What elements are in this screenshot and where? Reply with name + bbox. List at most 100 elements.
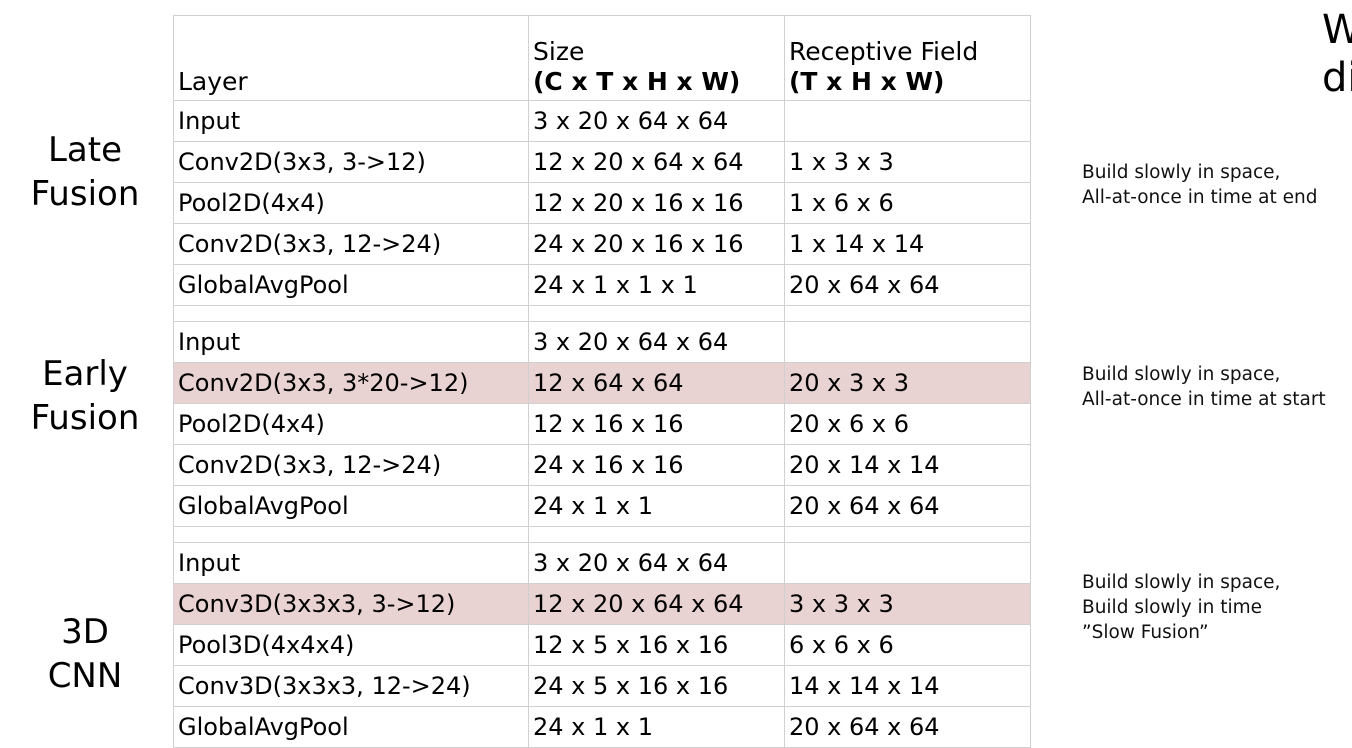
table-row: Input 3 x 20 x 64 x 64 bbox=[173, 321, 1031, 363]
separator-cell bbox=[528, 526, 785, 543]
note-3d-cnn: Build slowly in space, Build slowly in t… bbox=[1082, 570, 1280, 645]
size-cell: 12 x 64 x 64 bbox=[528, 362, 785, 404]
note-line: All-at-once in time at end bbox=[1082, 187, 1318, 208]
size-cell: 24 x 5 x 16 x 16 bbox=[528, 665, 785, 707]
layer-cell: GlobalAvgPool bbox=[173, 485, 529, 527]
layer-cell: Conv2D(3x3, 3*20->12) bbox=[173, 362, 529, 404]
note-line: All-at-once in time at start bbox=[1082, 389, 1326, 410]
header-size: Size (C x T x H x W) bbox=[528, 15, 785, 101]
table-row: Conv3D(3x3x3, 3->12) 12 x 20 x 64 x 64 3 x… bbox=[173, 583, 1031, 625]
slide-title-line: di bbox=[1322, 55, 1352, 101]
size-cell: 12 x 20 x 64 x 64 bbox=[528, 583, 785, 625]
layer-cell: Conv2D(3x3, 12->24) bbox=[173, 223, 529, 265]
layer-cell: Conv2D(3x3, 12->24) bbox=[173, 444, 529, 486]
header-receptive-field: Receptive Field (T x H x W) bbox=[784, 15, 1031, 101]
layer-cell: Conv2D(3x3, 3->12) bbox=[173, 141, 529, 183]
group-label-line: CNN bbox=[47, 656, 123, 696]
table-row: GlobalAvgPool 24 x 1 x 1 20 x 64 x 64 bbox=[173, 485, 1031, 527]
note-line: Build slowly in time bbox=[1082, 597, 1263, 618]
group-label-line: Fusion bbox=[30, 174, 140, 214]
header-size-dims: (C x T x H x W) bbox=[533, 67, 741, 96]
size-cell: 12 x 16 x 16 bbox=[528, 403, 785, 445]
receptive-field-cell bbox=[784, 321, 1031, 363]
group-label-line: Late bbox=[47, 130, 123, 170]
table-row: Conv3D(3x3x3, 12->24) 24 x 5 x 16 x 16 14 … bbox=[173, 665, 1031, 707]
layer-cell: Conv3D(3x3x3, 3->12) bbox=[173, 583, 529, 625]
receptive-field-cell bbox=[784, 100, 1031, 142]
layer-cell: GlobalAvgPool bbox=[173, 706, 529, 748]
table-row: Conv2D(3x3, 12->24) 24 x 16 x 16 20 x 14 x… bbox=[173, 444, 1031, 486]
table-row: Pool2D(4x4) 12 x 16 x 16 20 x 6 x 6 bbox=[173, 403, 1031, 445]
table-row: Conv2D(3x3, 3*20->12) 12 x 64 x 64 20 x 3 … bbox=[173, 362, 1031, 404]
size-cell: 24 x 1 x 1 bbox=[528, 706, 785, 748]
header-layer-label: Layer bbox=[178, 67, 248, 96]
group-label-3d-cnn: 3D CNN bbox=[0, 610, 170, 698]
group-label-late-fusion: Late Fusion bbox=[0, 128, 170, 216]
size-cell: 24 x 16 x 16 bbox=[528, 444, 785, 486]
layer-cell: Pool2D(4x4) bbox=[173, 182, 529, 224]
table-row: Input 3 x 20 x 64 x 64 bbox=[173, 100, 1031, 142]
group-separator bbox=[173, 305, 1031, 322]
group-label-early-fusion: Early Fusion bbox=[0, 352, 170, 440]
size-cell: 24 x 1 x 1 bbox=[528, 485, 785, 527]
note-line: Build slowly in space, bbox=[1082, 572, 1281, 593]
note-early-fusion: Build slowly in space, All-at-once in ti… bbox=[1082, 362, 1326, 412]
layer-cell: Input bbox=[173, 321, 529, 363]
size-cell: 3 x 20 x 64 x 64 bbox=[528, 100, 785, 142]
table-row: GlobalAvgPool 24 x 1 x 1 20 x 64 x 64 bbox=[173, 706, 1031, 748]
table-row: Conv2D(3x3, 12->24) 24 x 20 x 16 x 16 1 x … bbox=[173, 223, 1031, 265]
layer-cell: Pool2D(4x4) bbox=[173, 403, 529, 445]
size-cell: 3 x 20 x 64 x 64 bbox=[528, 542, 785, 584]
size-cell: 12 x 20 x 16 x 16 bbox=[528, 182, 785, 224]
size-cell: 24 x 1 x 1 x 1 bbox=[528, 264, 785, 306]
note-line: ”Slow Fusion” bbox=[1082, 622, 1209, 643]
separator-cell bbox=[173, 526, 529, 543]
layer-cell: Pool3D(4x4x4) bbox=[173, 624, 529, 666]
table-row: GlobalAvgPool 24 x 1 x 1 x 1 20 x 64 x 64 bbox=[173, 264, 1031, 306]
size-cell: 12 x 20 x 64 x 64 bbox=[528, 141, 785, 183]
slide-title-line: W bbox=[1322, 7, 1352, 53]
table-row: Pool2D(4x4) 12 x 20 x 16 x 16 1 x 6 x 6 bbox=[173, 182, 1031, 224]
receptive-field-cell: 20 x 64 x 64 bbox=[784, 264, 1031, 306]
receptive-field-cell: 14 x 14 x 14 bbox=[784, 665, 1031, 707]
receptive-field-cell bbox=[784, 542, 1031, 584]
receptive-field-cell: 1 x 3 x 3 bbox=[784, 141, 1031, 183]
group-separator bbox=[173, 526, 1031, 543]
group-label-line: Early bbox=[42, 354, 128, 394]
layer-cell: Input bbox=[173, 100, 529, 142]
note-line: Build slowly in space, bbox=[1082, 364, 1281, 385]
table-row: Pool3D(4x4x4) 12 x 5 x 16 x 16 6 x 6 x 6 bbox=[173, 624, 1031, 666]
header-rf-title: Receptive Field bbox=[789, 37, 979, 66]
size-cell: 3 x 20 x 64 x 64 bbox=[528, 321, 785, 363]
header-size-title: Size bbox=[533, 37, 585, 66]
size-cell: 24 x 20 x 16 x 16 bbox=[528, 223, 785, 265]
receptive-field-cell: 20 x 6 x 6 bbox=[784, 403, 1031, 445]
header-rf-dims: (T x H x W) bbox=[789, 67, 945, 96]
separator-cell bbox=[528, 305, 785, 322]
table-row: Input 3 x 20 x 64 x 64 bbox=[173, 542, 1031, 584]
receptive-field-cell: 1 x 14 x 14 bbox=[784, 223, 1031, 265]
header-layer: Layer bbox=[173, 15, 529, 101]
receptive-field-cell: 20 x 64 x 64 bbox=[784, 706, 1031, 748]
group-label-line: 3D bbox=[61, 612, 109, 652]
layer-cell: Input bbox=[173, 542, 529, 584]
note-line: Build slowly in space, bbox=[1082, 162, 1281, 183]
receptive-field-cell: 6 x 6 x 6 bbox=[784, 624, 1031, 666]
separator-cell bbox=[784, 526, 1031, 543]
receptive-field-cell: 3 x 3 x 3 bbox=[784, 583, 1031, 625]
receptive-field-cell: 1 x 6 x 6 bbox=[784, 182, 1031, 224]
layer-cell: Conv3D(3x3x3, 12->24) bbox=[173, 665, 529, 707]
group-label-line: Fusion bbox=[30, 398, 140, 438]
layer-table: Layer Size (C x T x H x W) Receptive Fie… bbox=[173, 15, 1031, 748]
table-header-row: Layer Size (C x T x H x W) Receptive Fie… bbox=[173, 15, 1031, 101]
slide-title-fragment: W di bbox=[1322, 6, 1352, 102]
receptive-field-cell: 20 x 64 x 64 bbox=[784, 485, 1031, 527]
separator-cell bbox=[784, 305, 1031, 322]
size-cell: 12 x 5 x 16 x 16 bbox=[528, 624, 785, 666]
note-late-fusion: Build slowly in space, All-at-once in ti… bbox=[1082, 160, 1317, 210]
receptive-field-cell: 20 x 14 x 14 bbox=[784, 444, 1031, 486]
table-row: Conv2D(3x3, 3->12) 12 x 20 x 64 x 64 1 x 3… bbox=[173, 141, 1031, 183]
separator-cell bbox=[173, 305, 529, 322]
layer-cell: GlobalAvgPool bbox=[173, 264, 529, 306]
